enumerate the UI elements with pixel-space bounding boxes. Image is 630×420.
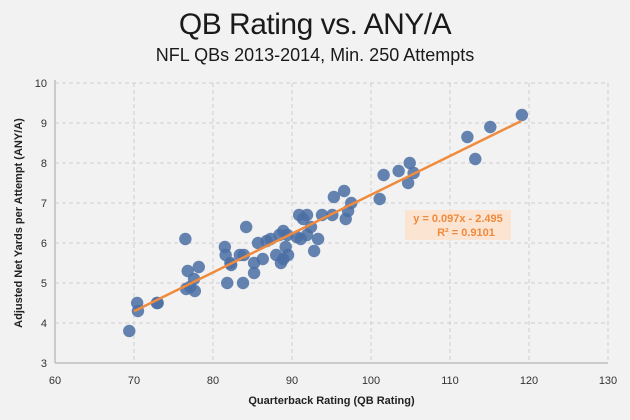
gridlines xyxy=(55,82,609,363)
data-point xyxy=(192,260,205,274)
data-point xyxy=(281,248,295,262)
x-tick-label: 90 xyxy=(286,375,298,387)
data-point xyxy=(179,232,192,246)
data-point xyxy=(307,244,321,258)
x-tick-label: 80 xyxy=(207,375,219,387)
data-point xyxy=(236,276,250,290)
data-point xyxy=(300,208,314,222)
data-point xyxy=(461,130,474,144)
data-point xyxy=(403,156,416,170)
data-point xyxy=(239,220,253,234)
axes xyxy=(54,80,608,364)
x-tick-label: 70 xyxy=(128,375,140,387)
data-point xyxy=(256,252,269,266)
data-point xyxy=(123,324,136,338)
x-tick-label: 120 xyxy=(520,375,538,387)
trendline xyxy=(133,119,522,313)
x-tick-label: 130 xyxy=(599,375,617,387)
trendline-r2: R² = 0.9101 xyxy=(437,227,495,239)
data-point xyxy=(377,168,390,182)
x-axis-label: Quarterback Rating (QB Rating) xyxy=(248,395,415,407)
x-tick-label: 60 xyxy=(49,375,61,387)
data-point xyxy=(327,190,341,204)
x-tick-label: 110 xyxy=(441,375,459,387)
data-point xyxy=(392,164,405,178)
y-tick-label: 7 xyxy=(41,198,47,210)
tick-labels: 3 4 5 6 7 8 9 10 60 70 80 90 100 110 120 130 xyxy=(35,78,617,387)
y-tick-label: 5 xyxy=(41,278,47,290)
data-point xyxy=(515,108,529,122)
y-tick-label: 3 xyxy=(41,358,47,370)
data-point xyxy=(337,184,351,198)
y-tick-label: 8 xyxy=(41,158,47,170)
y-tick-label: 9 xyxy=(41,118,47,130)
data-point xyxy=(188,284,202,298)
y-tick-label: 4 xyxy=(41,318,47,330)
x-tick-label: 100 xyxy=(362,375,380,387)
data-point xyxy=(311,232,325,246)
chart-title: QB Rating vs. ANY/A xyxy=(178,8,452,41)
data-points xyxy=(123,108,529,338)
data-point xyxy=(221,276,234,290)
data-point xyxy=(484,120,497,134)
trendline-equation: y = 0.097x - 2.495 xyxy=(413,213,503,225)
y-axis-label: Adjusted Net Yards per Attempt (ANY/A) xyxy=(13,118,25,328)
y-tick-label: 6 xyxy=(41,238,47,250)
data-point xyxy=(247,266,261,280)
data-point xyxy=(401,176,415,190)
equation-box xyxy=(405,210,511,240)
y-tick-label: 10 xyxy=(35,78,47,90)
data-point xyxy=(469,152,482,166)
chart-subtitle: NFL QBs 2013-2014, Min. 250 Attempts xyxy=(155,45,475,65)
data-point xyxy=(373,192,386,206)
trendline-group xyxy=(133,119,522,313)
